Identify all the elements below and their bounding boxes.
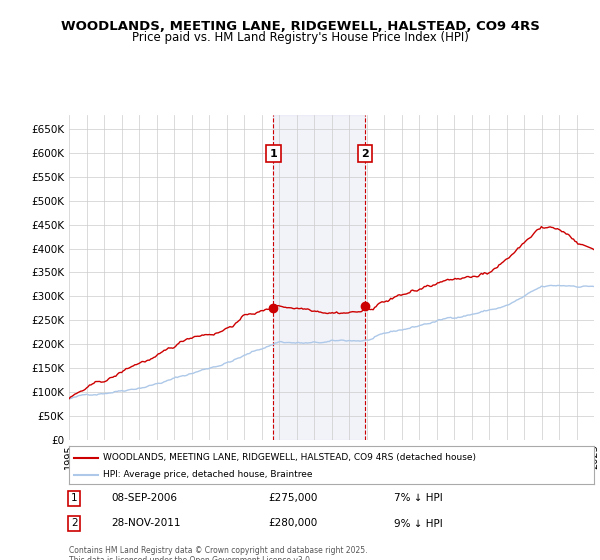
- Text: WOODLANDS, MEETING LANE, RIDGEWELL, HALSTEAD, CO9 4RS: WOODLANDS, MEETING LANE, RIDGEWELL, HALS…: [61, 20, 539, 32]
- Text: 28-NOV-2011: 28-NOV-2011: [111, 519, 181, 529]
- Text: 1: 1: [269, 149, 277, 159]
- Text: HPI: Average price, detached house, Braintree: HPI: Average price, detached house, Brai…: [103, 470, 313, 479]
- Text: £280,000: £280,000: [269, 519, 318, 529]
- Text: WOODLANDS, MEETING LANE, RIDGEWELL, HALSTEAD, CO9 4RS (detached house): WOODLANDS, MEETING LANE, RIDGEWELL, HALS…: [103, 453, 476, 462]
- Text: 2: 2: [71, 519, 77, 529]
- Text: 08-SEP-2006: 08-SEP-2006: [111, 493, 177, 503]
- Text: 9% ↓ HPI: 9% ↓ HPI: [395, 519, 443, 529]
- Text: 7% ↓ HPI: 7% ↓ HPI: [395, 493, 443, 503]
- Text: Price paid vs. HM Land Registry's House Price Index (HPI): Price paid vs. HM Land Registry's House …: [131, 31, 469, 44]
- Text: 1: 1: [71, 493, 77, 503]
- Text: Contains HM Land Registry data © Crown copyright and database right 2025.
This d: Contains HM Land Registry data © Crown c…: [69, 546, 367, 560]
- Text: £275,000: £275,000: [269, 493, 318, 503]
- Bar: [274, 115, 365, 440]
- Text: 2: 2: [361, 149, 369, 159]
